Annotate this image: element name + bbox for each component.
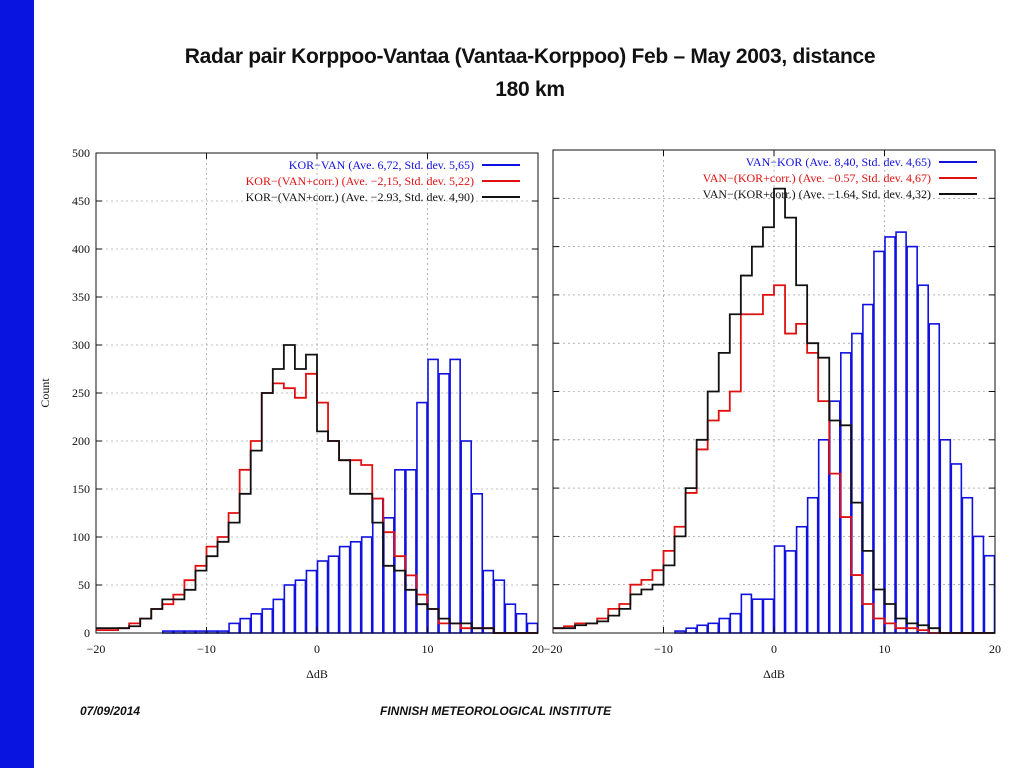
histogram-bar [250,612,263,634]
histogram-bar [762,598,775,634]
y-tick-label: 0 [84,626,90,640]
histogram-bar [828,400,841,634]
series-3 [553,187,995,634]
histogram-bar [438,372,450,634]
histogram-bar [895,231,907,634]
histogram-bar [515,612,528,634]
y-tick-label: 100 [72,530,90,544]
histogram-bar [784,550,797,634]
x-tick-label: −20 [544,642,563,656]
histogram-bar [983,554,996,634]
histogram-bar [504,603,517,634]
series-step-line [553,187,995,634]
slide-title-line-1: Radar pair Korppoo-Vantaa (Vantaa-Korppo… [184,45,876,68]
footer-institute: FINNISH METEOROLOGICAL INSTITUTE [380,704,612,718]
histogram-bar [806,496,819,634]
legend-entry: KOR−(VAN+corr.) (Ave. −2,15, Std. dev. 5… [246,174,474,188]
histogram-bar [482,569,495,634]
histogram-bar [795,525,808,634]
histogram-bar [239,617,251,634]
histogram-bar [338,545,351,634]
histogram-bar [228,622,240,634]
histogram-bar [349,540,362,634]
histogram-bar [685,627,697,634]
histogram-bar [839,352,852,634]
histogram-bar [427,358,439,634]
series-step-line [96,344,538,634]
footer-date: 07/09/2014 [80,704,141,718]
histogram-bar [394,468,406,634]
legend: KOR−VAN (Ave. 6,72, Std. dev. 5,65) KOR−(… [246,158,520,204]
histogram-bar [851,332,863,634]
histogram-bar [961,496,974,634]
histogram-bar [718,617,731,634]
slide-title-line-2: 180 km [495,78,565,101]
x-tick-label: 0 [771,642,777,656]
legend: VAN−KOR (Ave. 8,40, Std. dev. 4,65) VAN−(… [703,155,977,201]
histogram-bar [707,622,720,634]
histogram-bar [471,492,484,634]
chart-1: 0 50 100 150 200 250 300 350 400 450 500 −20 −10 0 10 2… [38,146,544,681]
y-tick-label: 50 [78,578,90,592]
histogram-bar [873,250,885,634]
legend-entry: VAN−(KOR+corr.) (Ave. −1.64, Std. dev. 4… [703,187,931,201]
histogram-bar [272,598,285,634]
histogram-bar [449,358,461,634]
histogram-bar [773,545,786,634]
chart-2: −20 −10 0 10 20 ΔdB VAN−KOR (Ave. 8,40, Std. d… [544,149,1001,681]
histogram-bar [884,236,896,634]
histogram-bar [283,584,296,634]
x-tick-label: 0 [314,642,320,656]
x-tick-label: 10 [422,642,434,656]
series-3 [96,344,538,634]
legend-entry: KOR−VAN (Ave. 6,72, Std. dev. 5,65) [289,158,474,172]
y-tick-label: 200 [72,434,90,448]
y-tick-label: 250 [72,386,90,400]
x-tick-label: 10 [879,642,891,656]
x-tick-label: −10 [654,642,673,656]
series-step-line [553,284,995,634]
histogram-bar [382,516,395,634]
histogram-bar [294,579,307,634]
histogram-bar [950,463,963,634]
x-axis-label: ΔdB [306,667,328,681]
histogram-bar [862,303,874,634]
histogram-bar [928,323,941,634]
histogram-bar [405,468,417,634]
y-tick-label: 300 [72,338,90,352]
histogram-bar [493,579,506,634]
histogram-bar [740,593,753,634]
y-tick-label: 400 [72,242,90,256]
histogram-bar [327,555,340,634]
histogram-bar [696,624,709,634]
x-tick-label: 20 [989,642,1001,656]
series-2 [553,284,995,634]
histogram-bar [526,622,539,634]
series-1 [674,231,996,634]
histogram-bar [305,569,318,634]
histogram-bar [261,608,274,634]
x-tick-label: 20 [532,642,544,656]
histogram-bar [416,401,428,634]
y-axis-label: Count [38,378,52,408]
legend-entry: VAN−(KOR+corr.) (Ave. −0.57, Std. dev. 4… [703,171,931,185]
histogram-bar [751,598,764,634]
x-tick-label: −20 [87,642,106,656]
y-tick-label: 500 [72,146,90,160]
histogram-bar [371,497,384,634]
legend-entry: KOR−(VAN+corr.) (Ave. −2.93, Std. dev. 4… [246,190,474,204]
legend-entry: VAN−KOR (Ave. 8,40, Std. dev. 4,65) [746,155,931,169]
y-tick-label: 150 [72,482,90,496]
y-tick-label: 450 [72,194,90,208]
series-1 [162,358,539,634]
histogram-bar [917,284,930,634]
side-accent-bar [0,0,34,768]
histogram-bar [316,560,329,634]
y-tick-label: 350 [72,290,90,304]
slide-title: Radar pair Korppoo-Vantaa (Vantaa-Korppo… [80,40,980,106]
x-axis-label: ΔdB [763,667,785,681]
histogram-bar [729,612,742,634]
x-tick-label: −10 [197,642,216,656]
